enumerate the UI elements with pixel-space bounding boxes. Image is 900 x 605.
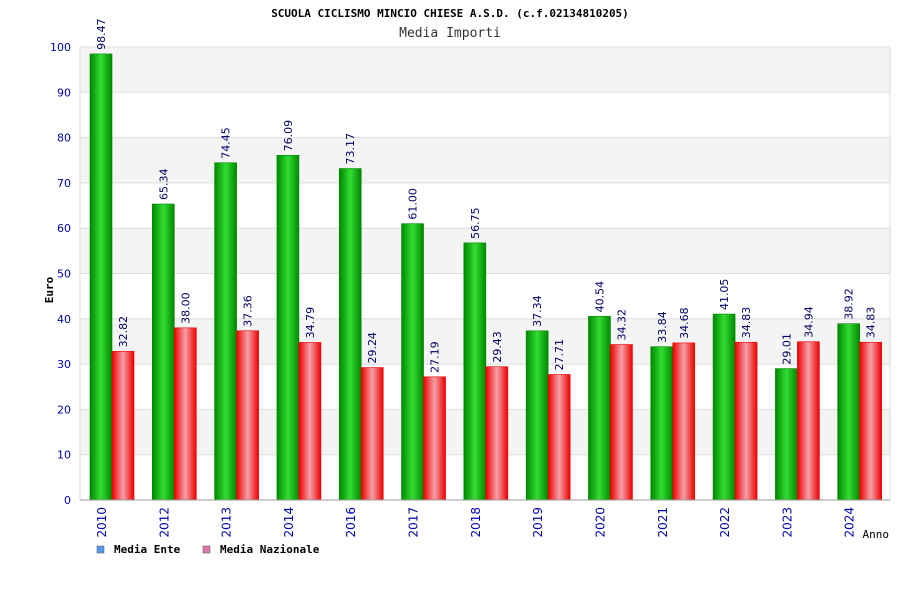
bar-value-label: 29.24 — [366, 332, 379, 364]
bar-value-label: 76.09 — [282, 120, 295, 152]
y-tick-label: 30 — [57, 358, 71, 371]
bar-value-label: 34.83 — [740, 307, 753, 339]
x-tick-label: 2012 — [157, 507, 171, 538]
bar-value-label: 34.68 — [678, 307, 691, 339]
bar-media-nazionale-2018 — [485, 366, 509, 501]
bar-media-nazionale-2010 — [111, 351, 135, 501]
x-tick-label: 2016 — [344, 507, 358, 538]
bar-value-label: 37.34 — [531, 295, 544, 327]
bar-media-ente-2023 — [775, 368, 798, 501]
bar-media-ente-2024 — [837, 323, 860, 501]
legend-swatch-media-ente — [96, 545, 105, 554]
bars — [89, 53, 882, 501]
x-axis-ticks: 2010 2012 2013 2014 2016 2017 2018 2019 2020 2021… — [95, 507, 857, 538]
x-tick-label: 2023 — [780, 507, 794, 538]
bar-media-nazionale-2022 — [734, 341, 758, 501]
y-tick-label: 100 — [50, 41, 71, 54]
bar-value-label: 27.71 — [553, 339, 566, 371]
bar-media-nazionale-2019 — [547, 374, 571, 501]
bar-value-label: 37.36 — [242, 295, 255, 327]
bar-value-label: 27.19 — [429, 341, 442, 373]
legend-swatch-media-nazionale — [202, 545, 211, 554]
bar-value-label: 65.34 — [157, 169, 170, 201]
bar-value-label: 29.43 — [491, 331, 504, 363]
y-tick-label: 50 — [57, 268, 71, 281]
y-tick-label: 0 — [64, 494, 71, 507]
bar-media-nazionale-2016 — [360, 367, 384, 501]
bar-media-ente-2020 — [588, 316, 611, 501]
bar-media-ente-2014 — [276, 155, 300, 501]
bar-value-label: 34.32 — [615, 309, 628, 341]
chart-subtitle: Media Importi — [399, 26, 501, 41]
bar-media-ente-2010 — [89, 53, 113, 501]
bar-value-label: 74.45 — [220, 127, 233, 159]
x-tick-label: 2024 — [843, 507, 857, 538]
y-tick-label: 90 — [57, 86, 71, 99]
bar-labels: 98.47 32.82 65.34 38.00 74.45 37.36 76.09 34.79… — [95, 18, 878, 372]
bar-value-label: 34.79 — [304, 307, 317, 339]
bar-value-label: 33.84 — [656, 311, 669, 343]
y-tick-label: 40 — [57, 313, 71, 326]
bar-media-nazionale-2020 — [610, 344, 633, 501]
bar-value-label: 41.05 — [718, 279, 731, 311]
bar-media-nazionale-2024 — [859, 341, 882, 501]
bar-value-label: 34.94 — [802, 306, 815, 338]
bar-media-nazionale-2021 — [672, 342, 696, 501]
y-tick-label: 70 — [57, 177, 71, 190]
bar-media-ente-2022 — [712, 313, 736, 501]
legend-label-media-nazionale: Media Nazionale — [220, 543, 320, 556]
bar-value-label: 56.75 — [469, 207, 482, 239]
bar-value-label: 34.83 — [865, 307, 878, 339]
bar-value-label: 32.82 — [117, 316, 130, 348]
bar-media-nazionale-2014 — [298, 342, 322, 501]
y-tick-label: 20 — [57, 403, 71, 416]
bar-value-label: 29.01 — [780, 333, 793, 365]
bar-value-label: 98.47 — [95, 18, 108, 50]
bar-value-label: 73.17 — [344, 133, 357, 165]
bar-media-nazionale-2017 — [423, 376, 446, 501]
bar-media-ente-2018 — [463, 242, 487, 501]
x-tick-label: 2020 — [593, 507, 607, 538]
x-tick-label: 2021 — [656, 507, 670, 538]
bar-media-ente-2013 — [214, 162, 237, 501]
y-axis-label: Euro — [43, 276, 56, 303]
plot-band — [80, 137, 890, 183]
bar-value-label: 40.54 — [593, 281, 606, 313]
bar-value-label: 61.00 — [407, 188, 420, 220]
y-tick-label: 60 — [57, 222, 71, 235]
bar-media-ente-2012 — [152, 203, 175, 501]
x-tick-label: 2018 — [469, 507, 483, 538]
bar-media-nazionale-2023 — [797, 341, 820, 501]
y-tick-label: 10 — [57, 449, 71, 462]
y-axis-ticks: 0 10 20 30 40 50 60 70 80 90 100 — [50, 41, 71, 507]
bar-media-ente-2019 — [525, 330, 549, 501]
x-tick-label: 2010 — [95, 507, 109, 538]
legend: Media Ente Media Nazionale — [96, 543, 320, 556]
y-tick-label: 80 — [57, 132, 71, 145]
x-tick-label: 2019 — [531, 507, 545, 538]
bar-media-ente-2021 — [650, 346, 674, 501]
bar-value-label: 38.92 — [843, 288, 856, 320]
plot-band — [80, 47, 890, 93]
x-tick-label: 2022 — [718, 507, 732, 538]
x-axis-label: Anno — [863, 528, 890, 541]
x-tick-label: 2014 — [282, 507, 296, 538]
x-tick-label: 2017 — [407, 507, 421, 538]
bar-value-label: 38.00 — [179, 292, 192, 324]
chart-title: SCUOLA CICLISMO MINCIO CHIESE A.S.D. (c.… — [271, 7, 629, 20]
bar-media-ente-2016 — [338, 168, 362, 501]
bar-media-ente-2017 — [401, 223, 424, 501]
bar-media-nazionale-2012 — [174, 327, 197, 501]
x-tick-label: 2013 — [220, 507, 234, 538]
legend-label-media-ente: Media Ente — [114, 543, 181, 556]
bar-media-nazionale-2013 — [236, 330, 259, 501]
